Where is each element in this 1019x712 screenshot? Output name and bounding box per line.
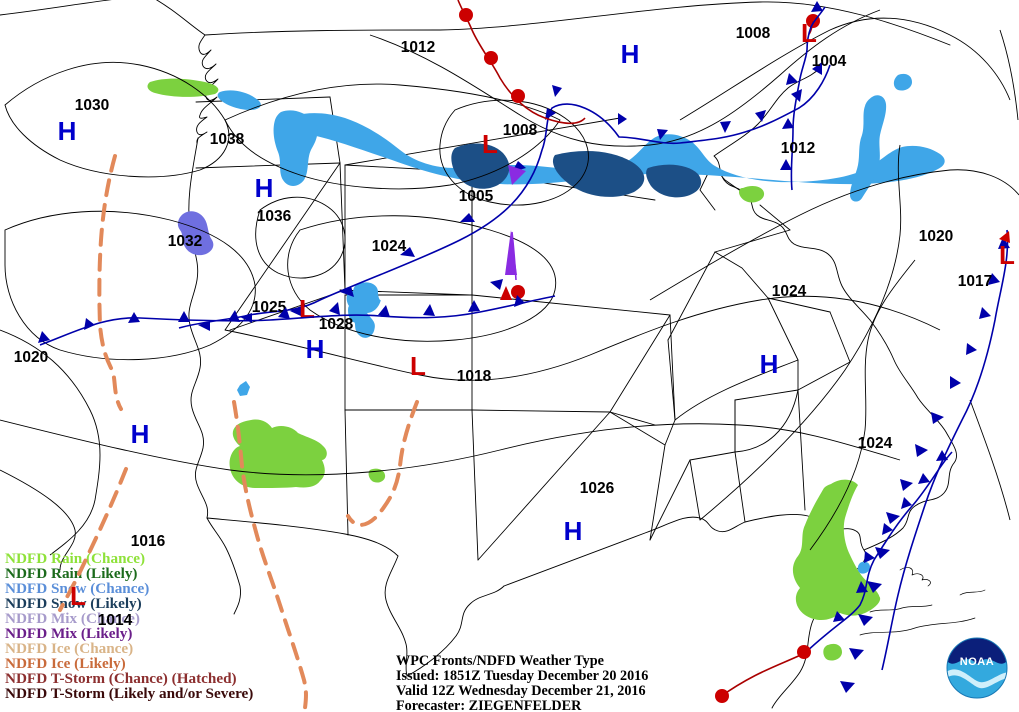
svg-text:L: L xyxy=(801,18,817,48)
svg-text:H: H xyxy=(306,334,325,364)
svg-text:1004: 1004 xyxy=(812,53,847,70)
svg-text:L: L xyxy=(299,294,315,324)
svg-text:Forecaster: ZIEGENFELDER: Forecaster: ZIEGENFELDER xyxy=(396,698,582,712)
svg-text:1020: 1020 xyxy=(919,228,953,245)
svg-text:1036: 1036 xyxy=(257,208,292,225)
svg-text:L: L xyxy=(410,351,426,381)
svg-text:H: H xyxy=(621,39,640,69)
svg-text:1024: 1024 xyxy=(772,283,807,300)
svg-text:1014: 1014 xyxy=(98,612,133,629)
svg-text:1038: 1038 xyxy=(210,131,245,148)
svg-text:1020: 1020 xyxy=(14,349,48,366)
svg-text:WPC Fronts/NDFD Weather Type: WPC Fronts/NDFD Weather Type xyxy=(396,653,604,669)
svg-text:H: H xyxy=(760,349,779,379)
svg-text:1024: 1024 xyxy=(858,435,893,452)
svg-text:1030: 1030 xyxy=(75,97,109,114)
svg-text:H: H xyxy=(255,173,274,203)
svg-text:1017: 1017 xyxy=(958,273,992,290)
svg-text:1026: 1026 xyxy=(580,480,615,497)
svg-text:1008: 1008 xyxy=(503,122,538,139)
svg-text:H: H xyxy=(58,116,77,146)
svg-text:1028: 1028 xyxy=(319,316,354,333)
svg-text:1018: 1018 xyxy=(457,368,492,385)
svg-text:1024: 1024 xyxy=(372,238,407,255)
svg-text:1005: 1005 xyxy=(459,188,494,205)
svg-text:L: L xyxy=(999,240,1015,270)
svg-text:1012: 1012 xyxy=(401,39,435,56)
svg-text:1012: 1012 xyxy=(781,140,815,157)
svg-text:H: H xyxy=(131,419,150,449)
svg-text:H: H xyxy=(564,516,583,546)
svg-text:NOAA: NOAA xyxy=(960,656,994,668)
svg-text:L: L xyxy=(70,581,86,611)
svg-text:L: L xyxy=(482,129,498,159)
svg-text:Valid 12Z Wednesday December 2: Valid 12Z Wednesday December 21, 2016 xyxy=(396,683,646,699)
svg-text:1016: 1016 xyxy=(131,533,166,550)
svg-text:1008: 1008 xyxy=(736,25,771,42)
svg-text:1032: 1032 xyxy=(168,233,202,250)
svg-text:Issued: 1851Z Tuesday December: Issued: 1851Z Tuesday December 20 2016 xyxy=(396,668,648,684)
svg-text:NDFD T-Storm (Likely and/or Se: NDFD T-Storm (Likely and/or Severe) xyxy=(5,685,253,702)
